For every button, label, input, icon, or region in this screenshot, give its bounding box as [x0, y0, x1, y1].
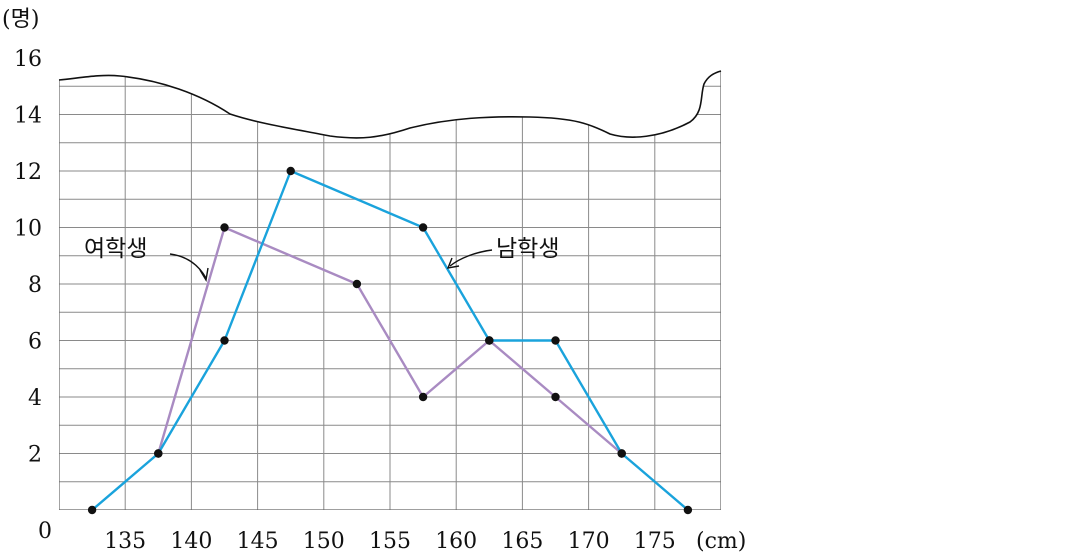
- y-tick-label: 16: [14, 47, 42, 72]
- x-tick-label: 150: [303, 529, 345, 554]
- data-point: [87, 505, 97, 515]
- data-point: [352, 279, 362, 289]
- tick-labels: 135 140 145 150 155 160 165 170 175 2 4 6 8 10 12 14 16: [14, 47, 676, 554]
- data-point: [551, 336, 560, 345]
- x-tick-label: 155: [369, 529, 411, 554]
- x-tick-label: 170: [568, 529, 610, 554]
- female-callout-arrow: [169, 253, 207, 279]
- x-axis-unit-label: (cm): [696, 529, 746, 554]
- male-callout-arrowhead: [446, 257, 460, 269]
- y-tick-label: 2: [28, 443, 42, 468]
- y-tick-label: 14: [14, 104, 42, 129]
- y-tick-label: 12: [14, 160, 42, 185]
- female-series-label: 여학생: [84, 236, 147, 262]
- x-tick-label: 160: [435, 529, 477, 554]
- data-points: [87, 166, 693, 515]
- data-point: [485, 336, 494, 345]
- axis-break-curve: [58, 70, 722, 139]
- x-tick-label: 135: [104, 529, 146, 554]
- data-point: [220, 336, 229, 345]
- male-series-label: 남학생: [496, 236, 559, 262]
- data-point: [617, 449, 626, 458]
- data-point: [551, 392, 560, 402]
- x-tick-label: 145: [237, 529, 279, 554]
- x-tick-label: 175: [634, 529, 676, 554]
- male-series-callout: 남학생: [446, 236, 559, 269]
- y-tick-label: 10: [14, 217, 42, 242]
- y-tick-label: 6: [28, 330, 42, 355]
- x-tick-label: 165: [501, 529, 543, 554]
- grid: [59, 71, 721, 510]
- female-callout-arrowhead: [199, 267, 209, 282]
- y-tick-label: 4: [28, 386, 42, 411]
- data-point: [418, 392, 428, 402]
- origin-label: 0: [38, 519, 52, 544]
- y-axis-unit-label: (명): [2, 7, 39, 32]
- data-point: [418, 223, 428, 232]
- data-point: [154, 449, 163, 458]
- male-callout-arrow: [449, 249, 493, 267]
- y-tick-label: 8: [28, 273, 42, 298]
- x-tick-label: 140: [170, 529, 212, 554]
- data-point: [286, 166, 295, 176]
- data-point: [220, 223, 229, 232]
- female-series-callout: 여학생: [84, 236, 209, 282]
- data-point: [683, 505, 693, 515]
